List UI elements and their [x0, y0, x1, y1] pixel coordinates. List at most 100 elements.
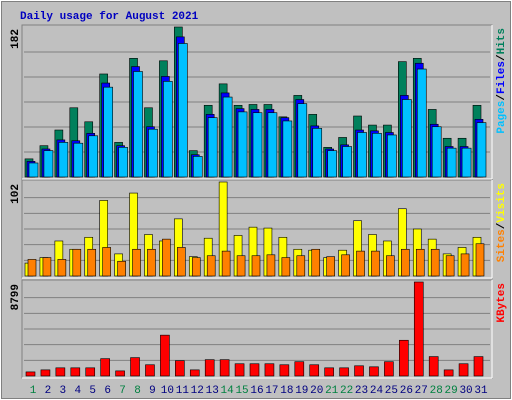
- bar: [354, 365, 364, 377]
- bar: [55, 367, 66, 377]
- x-tick-label: 11: [176, 385, 190, 397]
- x-tick-label: 16: [250, 385, 263, 397]
- bar: [445, 255, 455, 277]
- bar: [177, 247, 186, 277]
- bar: [249, 363, 260, 377]
- bar: [40, 369, 51, 377]
- x-tick-label: 31: [474, 385, 488, 397]
- x-tick-label: 28: [430, 385, 443, 397]
- bar: [430, 248, 440, 277]
- x-tick-label: 25: [385, 385, 398, 397]
- bar: [147, 248, 156, 277]
- bar: [43, 150, 54, 178]
- bar: [296, 255, 306, 277]
- bar: [234, 363, 245, 377]
- y-tick-label: 102: [10, 184, 22, 204]
- bar: [266, 254, 276, 277]
- bar: [88, 135, 99, 178]
- bar: [357, 132, 367, 178]
- bar: [356, 250, 365, 277]
- x-tick-label: 20: [310, 385, 323, 397]
- bar: [204, 359, 215, 377]
- x-tick-label: 13: [206, 385, 219, 397]
- legend-entry: Files: [496, 61, 508, 94]
- legend-entry: KBytes: [496, 283, 508, 323]
- bar: [160, 334, 170, 377]
- bar: [279, 364, 290, 377]
- bar: [221, 250, 231, 277]
- bar: [297, 103, 308, 178]
- bar: [384, 361, 394, 377]
- bar: [178, 43, 188, 178]
- bar: [252, 112, 263, 178]
- bar: [133, 71, 143, 178]
- bar: [415, 248, 425, 277]
- bar: [236, 255, 246, 277]
- bar: [162, 238, 171, 277]
- bar: [387, 134, 397, 178]
- bar: [206, 255, 216, 277]
- x-tick-label: 15: [235, 385, 248, 397]
- bar: [372, 133, 382, 178]
- bar: [460, 253, 470, 277]
- bar: [294, 361, 305, 377]
- x-tick-label: 24: [370, 385, 384, 397]
- x-tick-label: 12: [191, 385, 204, 397]
- bar: [207, 117, 218, 178]
- bar: [191, 257, 201, 277]
- bar: [222, 96, 233, 178]
- bar: [461, 147, 472, 178]
- bar: [413, 281, 424, 377]
- bar: [431, 126, 442, 178]
- y-tick-label: 8799: [10, 284, 22, 310]
- legend-separator: /: [496, 54, 508, 61]
- bar: [163, 81, 173, 178]
- bar: [324, 367, 334, 377]
- bar: [57, 259, 67, 277]
- bar: [102, 247, 111, 277]
- bar: [42, 257, 52, 277]
- bar: [282, 120, 293, 178]
- bar: [371, 250, 380, 277]
- chart-title: Daily usage for August 2021: [20, 11, 199, 23]
- bar: [443, 369, 454, 377]
- x-tick-label: 1: [30, 385, 37, 397]
- bar: [72, 248, 82, 277]
- x-tick-label: 23: [355, 385, 368, 397]
- bar: [148, 128, 158, 178]
- bar: [28, 162, 39, 178]
- bar: [326, 256, 335, 277]
- bar: [192, 156, 203, 178]
- bar: [70, 367, 81, 377]
- bar: [416, 68, 427, 178]
- bar: [85, 367, 96, 377]
- bar: [369, 366, 379, 377]
- legend-entry: Sites: [496, 229, 508, 262]
- bar: [251, 255, 261, 277]
- bar: [264, 363, 275, 377]
- x-tick-label: 29: [445, 385, 458, 397]
- x-tick-label: 18: [280, 385, 293, 397]
- legend-entry: Pages: [496, 101, 508, 134]
- legend-entry: Hits: [496, 28, 508, 54]
- bar: [103, 86, 113, 178]
- bar: [473, 356, 484, 377]
- bar: [145, 364, 155, 377]
- bar: [402, 99, 412, 178]
- x-tick-label: 14: [221, 385, 235, 397]
- bar: [25, 371, 36, 377]
- bar: [309, 364, 320, 377]
- x-tick-label: 5: [89, 385, 96, 397]
- bar: [339, 367, 349, 377]
- x-tick-label: 17: [265, 385, 278, 397]
- x-tick-label: 6: [104, 385, 111, 397]
- bar: [311, 248, 321, 277]
- bar: [312, 128, 323, 178]
- bar: [386, 255, 395, 277]
- legend: KBytes: [496, 283, 508, 323]
- bar: [458, 363, 469, 377]
- bar: [87, 248, 97, 277]
- bar: [401, 248, 410, 277]
- bar: [327, 150, 337, 178]
